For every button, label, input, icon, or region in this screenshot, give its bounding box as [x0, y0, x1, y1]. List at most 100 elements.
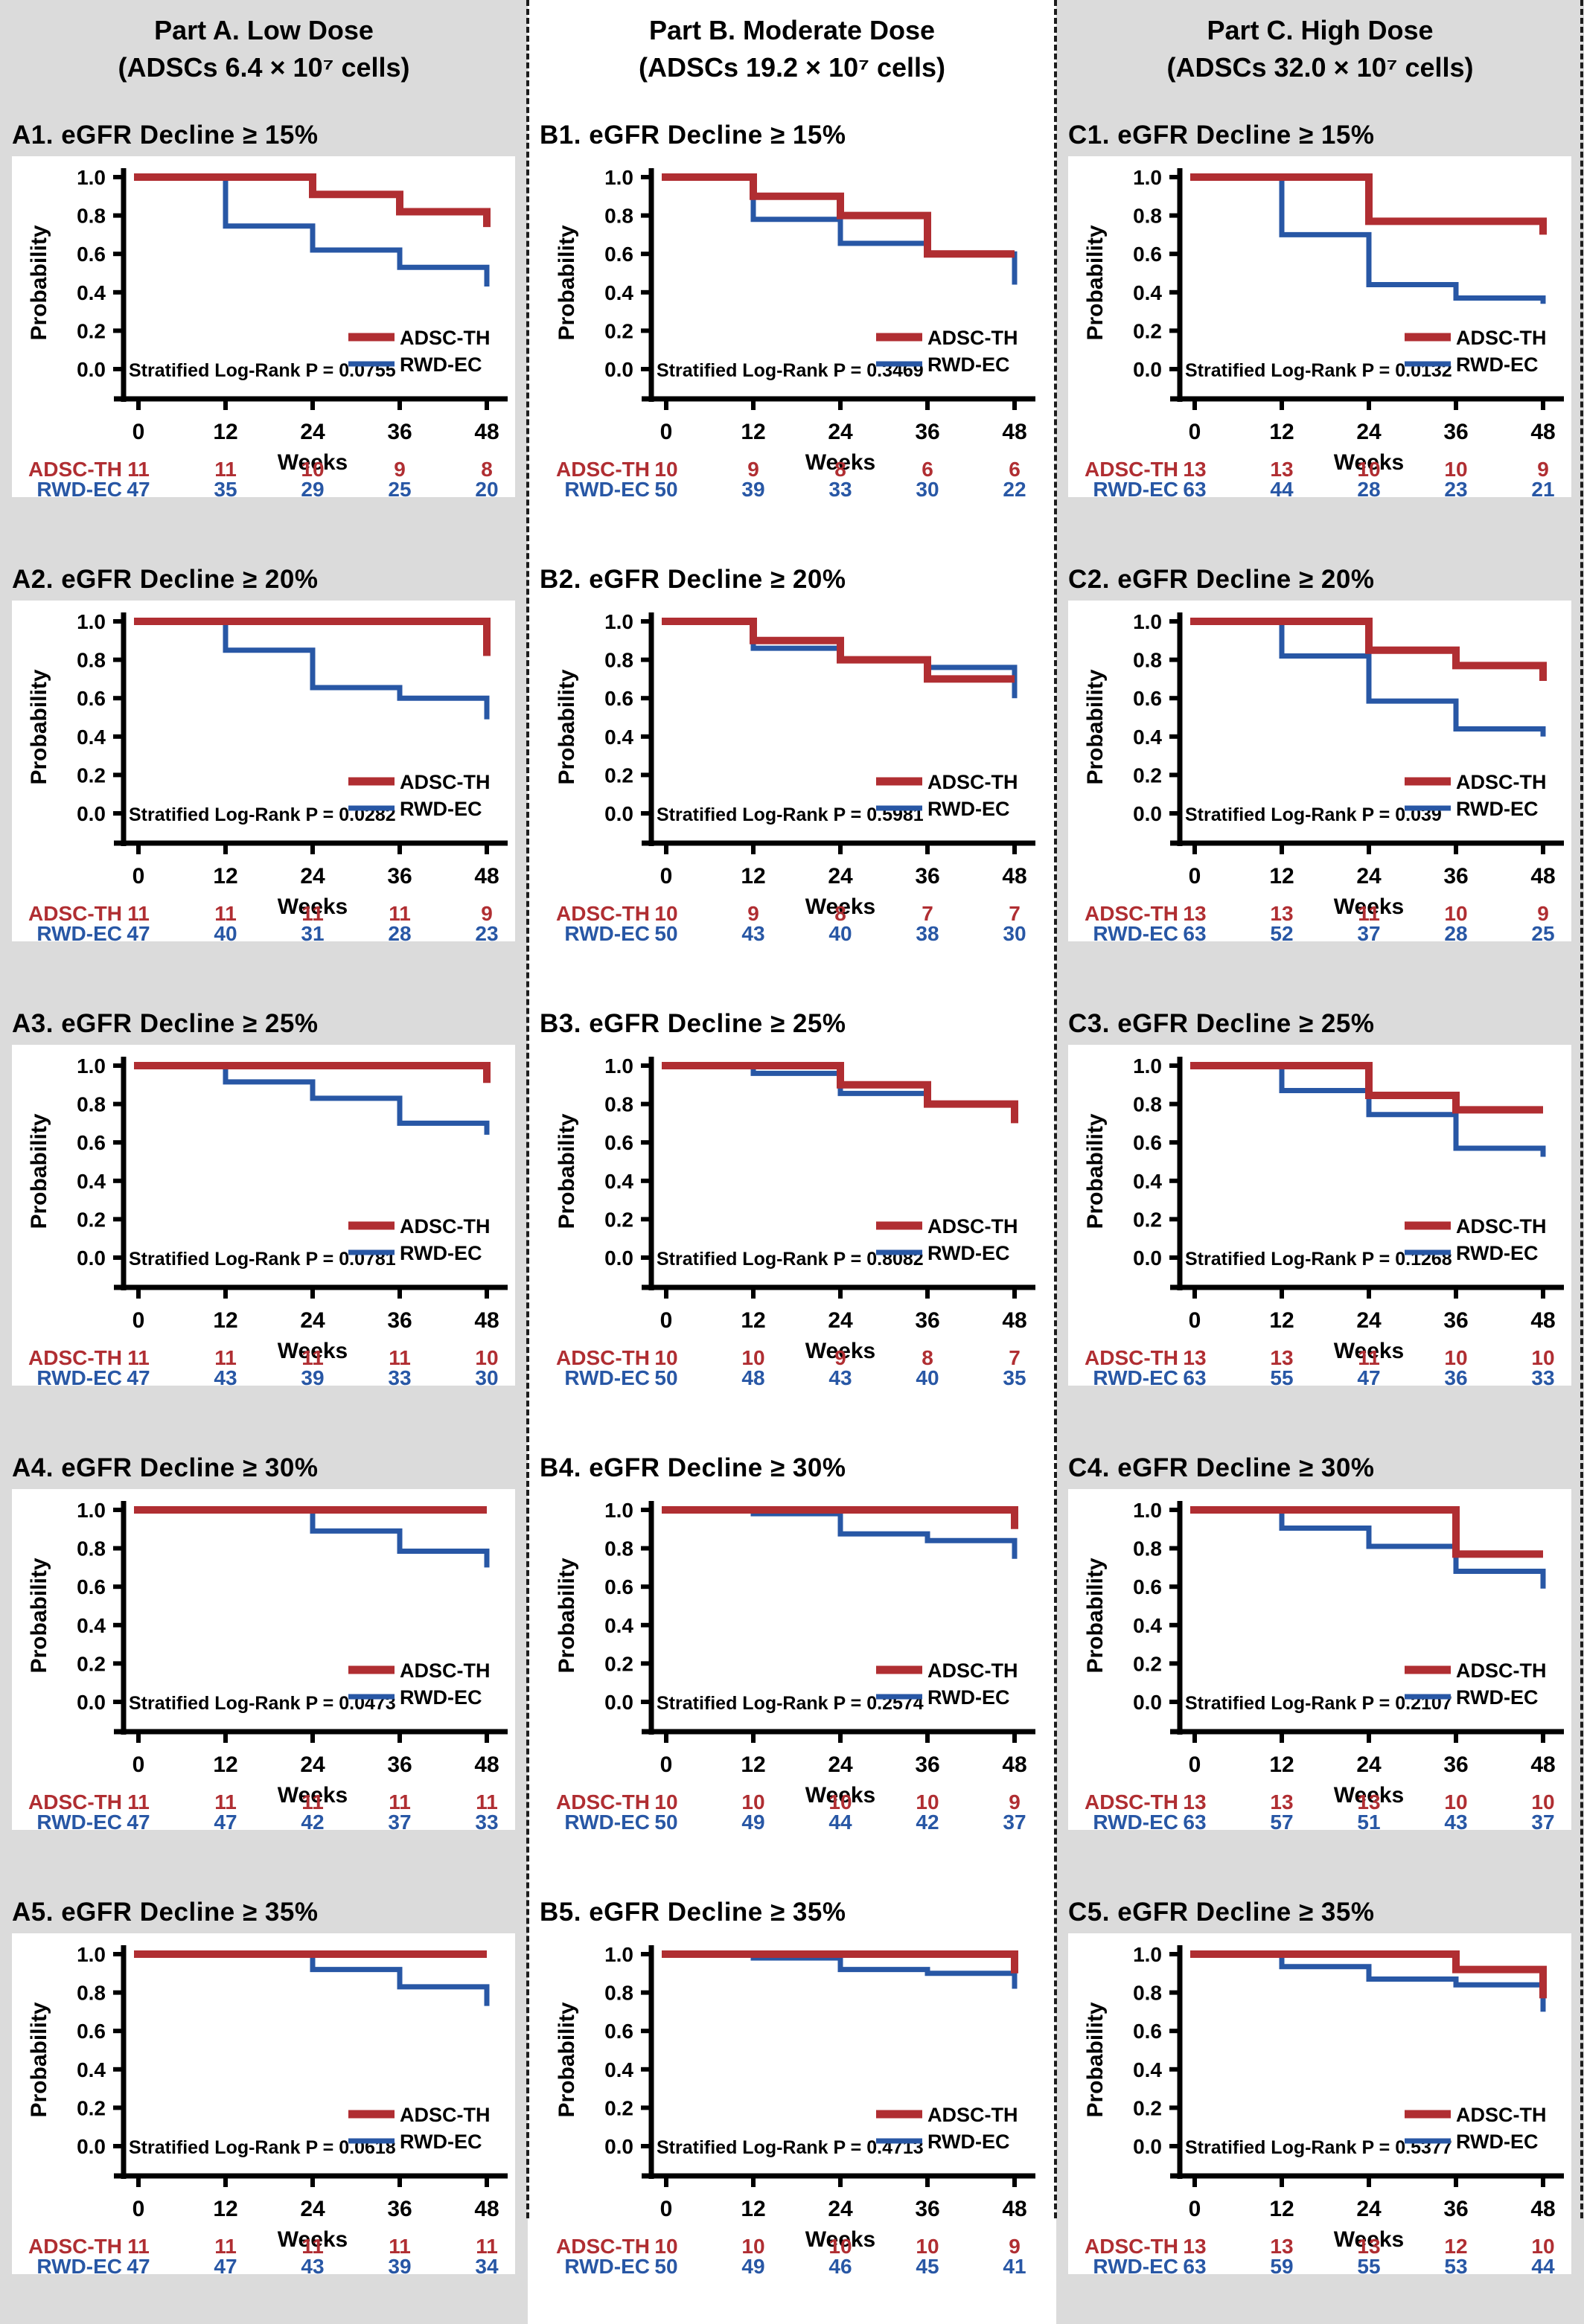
km-plot-B4: 1.0 0.8 0.6 0.4 0.2 0.0 Probability 0 12 24 36 48 We… — [555, 1499, 1035, 1830]
risk-count: 47 — [1357, 1366, 1380, 1386]
panel-card-B4: 1.0 0.8 0.6 0.4 0.2 0.0 Probability 0 12 24 36 48 We… — [540, 1489, 1043, 1830]
y-tick-label: 1.0 — [604, 1499, 633, 1522]
x-tick-label: 48 — [1002, 1752, 1026, 1777]
x-tick-label: 0 — [660, 420, 673, 444]
risk-count: 63 — [1183, 1366, 1206, 1386]
x-tick-label: 36 — [915, 864, 939, 889]
legend-label-rwd-ec: RWD-EC — [1456, 2131, 1539, 2153]
x-tick-label: 48 — [1530, 1752, 1555, 1777]
risk-count: 10 — [1357, 458, 1380, 481]
x-tick-label: 36 — [915, 1308, 939, 1333]
rwd-ec-curve — [134, 1063, 490, 1135]
y-tick-label: 0.0 — [1133, 2135, 1162, 2158]
x-tick-label: 12 — [1269, 864, 1294, 889]
km-plot-C3: 1.0 0.8 0.6 0.4 0.2 0.0 Probability 0 12 24 36 48 We… — [1083, 1054, 1564, 1386]
x-tick-label: 36 — [1443, 1752, 1468, 1777]
risk-count: 35 — [214, 478, 237, 497]
y-tick-label: 0.4 — [1133, 1170, 1162, 1193]
risk-count: 10 — [828, 1790, 852, 1814]
x-tick-label: 36 — [1443, 420, 1468, 444]
risk-count: 11 — [476, 1790, 498, 1814]
risk-count: 33 — [828, 478, 852, 497]
km-plot-B2: 1.0 0.8 0.6 0.4 0.2 0.0 Probability 0 12 24 36 48 We… — [555, 610, 1035, 941]
risk-label-adsc-th: ADSC-TH — [28, 902, 122, 925]
x-tick-label: 12 — [213, 1752, 237, 1777]
y-tick-label: 0.4 — [77, 726, 106, 749]
risk-label-rwd-ec: RWD-EC — [36, 1811, 122, 1830]
y-tick-label: 1.0 — [77, 1943, 106, 1966]
risk-count: 6 — [922, 458, 933, 481]
y-tick-label: 1.0 — [604, 166, 633, 189]
panel-title-B5: B5. eGFR Decline ≥ 35% — [540, 1898, 846, 1927]
x-tick-label: 12 — [1269, 2197, 1294, 2221]
risk-count: 42 — [301, 1811, 324, 1830]
panel-card-C3: 1.0 0.8 0.6 0.4 0.2 0.0 Probability 0 12 24 36 48 We… — [1068, 1045, 1571, 1386]
panel-title-C4: C4. eGFR Decline ≥ 30% — [1068, 1453, 1375, 1482]
panel-title-A5: A5. eGFR Decline ≥ 35% — [12, 1898, 319, 1927]
risk-label-adsc-th: ADSC-TH — [1085, 902, 1178, 925]
x-tick-label: 48 — [1002, 420, 1026, 444]
y-tick-label: 0.0 — [604, 2135, 633, 2158]
panel-card-C4: 1.0 0.8 0.6 0.4 0.2 0.0 Probability 0 12 24 36 48 We… — [1068, 1489, 1571, 1830]
panel-title-A4: A4. eGFR Decline ≥ 30% — [12, 1453, 319, 1482]
panel-card-A2: 1.0 0.8 0.6 0.4 0.2 0.0 Probability 0 12 24 36 48 We… — [12, 601, 515, 941]
adsc-th-curve — [134, 1062, 491, 1083]
y-tick-label: 1.0 — [77, 610, 106, 633]
risk-count: 47 — [214, 1811, 237, 1830]
column-part-a: Part A. Low Dose (ADSCs 6.4 × 10⁷ cells)… — [0, 0, 528, 2324]
y-tick-label: 0.6 — [604, 2020, 633, 2043]
x-tick-label: 12 — [1269, 1752, 1294, 1777]
legend-label-adsc-th: ADSC-TH — [927, 327, 1018, 349]
risk-count: 52 — [1270, 922, 1293, 941]
y-tick-label: 0.4 — [1133, 281, 1162, 304]
part-a-header: Part A. Low Dose (ADSCs 6.4 × 10⁷ cells) — [0, 0, 528, 103]
x-tick-label: 48 — [1002, 2197, 1026, 2221]
risk-count: 43 — [214, 1366, 237, 1386]
x-tick-label: 24 — [828, 1752, 853, 1777]
panel-B3: B3. eGFR Decline ≥ 25% 1.0 0.8 0.6 0.4 0.2 0.0… — [528, 1009, 1056, 1435]
legend-label-rwd-ec: RWD-EC — [927, 2131, 1010, 2153]
panel-title-C2: C2. eGFR Decline ≥ 20% — [1068, 565, 1375, 594]
rwd-ec-curve — [662, 1951, 1018, 1989]
x-tick-label: 24 — [1356, 1752, 1382, 1777]
y-tick-label: 0.4 — [77, 2058, 106, 2081]
y-axis-label: Probability — [555, 1558, 579, 1673]
risk-label-rwd-ec: RWD-EC — [36, 922, 122, 941]
risk-count: 9 — [1009, 1790, 1021, 1814]
x-tick-label: 48 — [474, 420, 499, 444]
x-tick-label: 0 — [660, 864, 673, 889]
risk-count: 11 — [127, 902, 150, 925]
adsc-th-curve — [1190, 1950, 1547, 1999]
y-tick-label: 0.8 — [77, 1093, 106, 1116]
y-axis-label: Probability — [27, 1558, 51, 1673]
adsc-th-curve — [1190, 618, 1547, 681]
risk-count: 55 — [1270, 1366, 1293, 1386]
y-tick-label: 0.6 — [1133, 687, 1162, 710]
risk-count: 11 — [389, 1790, 411, 1814]
x-tick-label: 48 — [1530, 864, 1555, 889]
risk-count: 10 — [654, 1790, 677, 1814]
risk-count: 38 — [916, 922, 939, 941]
rwd-ec-curve — [662, 1507, 1018, 1559]
risk-count: 21 — [1531, 478, 1554, 497]
legend-label-adsc-th: ADSC-TH — [1456, 1215, 1547, 1238]
x-tick-label: 36 — [915, 2197, 939, 2221]
risk-count: 8 — [834, 902, 846, 925]
x-tick-label: 24 — [828, 420, 853, 444]
km-plot-C1: 1.0 0.8 0.6 0.4 0.2 0.0 Probability 0 12 24 36 48 We… — [1083, 166, 1564, 497]
risk-count: 25 — [388, 478, 411, 497]
x-tick-label: 48 — [1002, 864, 1026, 889]
y-tick-label: 0.8 — [77, 205, 106, 228]
risk-count: 10 — [741, 1790, 764, 1814]
risk-count: 46 — [828, 2255, 852, 2274]
risk-count: 23 — [475, 922, 498, 941]
y-tick-label: 0.4 — [604, 1614, 633, 1637]
rwd-ec-curve — [134, 1507, 490, 1568]
x-tick-label: 0 — [132, 1308, 145, 1333]
panel-A3: A3. eGFR Decline ≥ 25% 1.0 0.8 0.6 0.4 0.2 0.0… — [0, 1009, 528, 1435]
legend-label-rwd-ec: RWD-EC — [400, 2131, 482, 2153]
risk-count: 47 — [214, 2255, 237, 2274]
risk-count: 11 — [1358, 1346, 1380, 1369]
